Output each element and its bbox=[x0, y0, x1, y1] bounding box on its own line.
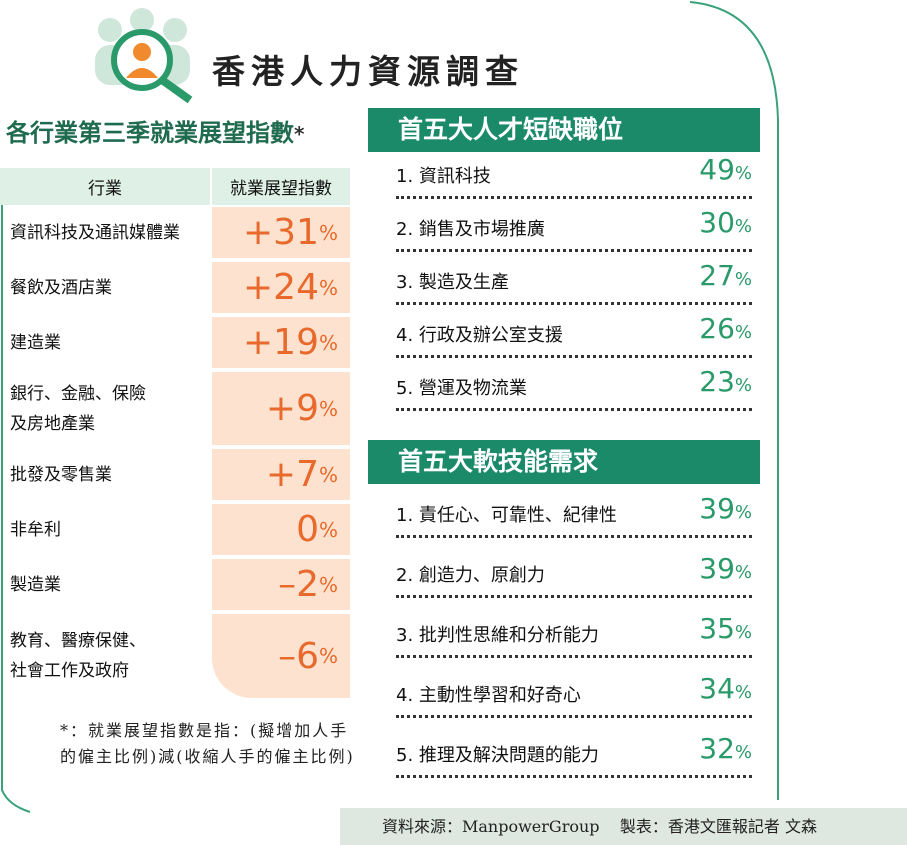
item-value: 32% bbox=[699, 735, 752, 767]
item-value: 39% bbox=[699, 555, 752, 587]
index-cell: –2% bbox=[212, 559, 350, 610]
industry: 餐飲及酒店業 bbox=[10, 277, 112, 298]
index-value: 0 bbox=[296, 509, 319, 550]
value-number: 35 bbox=[699, 612, 735, 645]
value-number: 39 bbox=[699, 492, 735, 525]
value-number: 23 bbox=[699, 365, 735, 398]
index-cell: +9% bbox=[212, 372, 350, 445]
value-number: 34 bbox=[699, 672, 735, 705]
index-cell: +19% bbox=[212, 317, 350, 368]
footnote: *：就業展望指數是指：(擬增加人手的僱主比例)減(收縮人手的僱主比例) bbox=[60, 721, 355, 766]
index-value: +19 bbox=[243, 322, 319, 363]
index-value: +31 bbox=[243, 212, 319, 253]
industry: 非牟利 bbox=[10, 519, 61, 540]
value-unit: % bbox=[734, 163, 752, 184]
list-item: 3. 批判性思維和分析能力 35% bbox=[396, 610, 752, 658]
index-unit: % bbox=[318, 572, 338, 597]
index-value: –6 bbox=[278, 635, 319, 677]
index-value: +9 bbox=[265, 388, 319, 429]
value-number: 26 bbox=[699, 312, 735, 345]
column-header: 就業展望指數 bbox=[212, 168, 350, 205]
value-unit: % bbox=[734, 216, 752, 237]
item-value: 49% bbox=[699, 156, 752, 188]
value-number: 49 bbox=[699, 153, 735, 186]
item-label: 2. 創造力、原創力 bbox=[396, 565, 545, 586]
value-unit: % bbox=[734, 322, 752, 343]
item-label: 4. 行政及辦公室支援 bbox=[396, 325, 563, 346]
item-value: 27% bbox=[699, 262, 752, 294]
value-unit: % bbox=[734, 269, 752, 290]
item-label: 1. 資訊科技 bbox=[396, 166, 491, 187]
index-unit: % bbox=[318, 220, 338, 245]
title: 香港人力資源調查 bbox=[212, 52, 524, 91]
list-item: 5. 推理及解決問題的能力 32% bbox=[396, 730, 752, 778]
industry: 教育、醫療保健、 社會工作及政府 bbox=[10, 631, 146, 681]
list-item: 4. 主動性學習和好奇心 34% bbox=[396, 670, 752, 718]
list-item: 3. 製造及生產 27% bbox=[396, 262, 752, 305]
item-label: 3. 製造及生產 bbox=[396, 272, 509, 293]
index-unit: % bbox=[318, 644, 338, 668]
industry: 製造業 bbox=[10, 574, 61, 595]
index-cell: +24% bbox=[212, 262, 350, 313]
section-title: 各行業第三季就業展望指數* bbox=[6, 113, 304, 148]
index-unit: % bbox=[318, 330, 338, 355]
credit: 製表：香港文匯報記者 文森 bbox=[619, 817, 817, 836]
industry: 建造業 bbox=[10, 332, 61, 353]
index-unit: % bbox=[318, 517, 338, 542]
industry: 批發及零售業 bbox=[10, 464, 112, 485]
industry: 銀行、金融、保險 及房地產業 bbox=[10, 383, 146, 434]
index-cell: 0% bbox=[212, 504, 350, 555]
item-value: 30% bbox=[699, 209, 752, 241]
value-unit: % bbox=[734, 375, 752, 396]
list-item: 1. 資訊科技 49% bbox=[396, 156, 752, 199]
footer: 資料來源：ManpowerGroup 製表：香港文匯報記者 文森 bbox=[340, 808, 907, 845]
section-band: 首五大軟技能需求 bbox=[368, 440, 760, 484]
item-label: 3. 批判性思維和分析能力 bbox=[396, 625, 599, 646]
value-unit: % bbox=[734, 682, 752, 703]
item-value: 23% bbox=[699, 368, 752, 400]
index-value: +24 bbox=[243, 267, 319, 308]
index-cell: +7% bbox=[212, 449, 350, 500]
item-value: 39% bbox=[699, 495, 752, 527]
value-number: 32 bbox=[699, 732, 735, 765]
index-value: –2 bbox=[278, 564, 319, 605]
index-value: +7 bbox=[265, 454, 319, 495]
item-label: 2. 銷售及市場推廣 bbox=[396, 219, 545, 240]
list-item: 2. 銷售及市場推廣 30% bbox=[396, 209, 752, 252]
source: 資料來源：ManpowerGroup bbox=[382, 817, 600, 836]
list-item: 1. 責任心、可靠性、紀律性 39% bbox=[396, 490, 752, 538]
item-value: 35% bbox=[699, 615, 752, 647]
index-cell: +31% bbox=[212, 207, 350, 258]
index-unit: % bbox=[318, 396, 338, 421]
value-unit: % bbox=[734, 562, 752, 583]
list-item: 5. 營運及物流業 23% bbox=[396, 368, 752, 411]
value-number: 27 bbox=[699, 259, 735, 292]
item-label: 1. 責任心、可靠性、紀律性 bbox=[396, 505, 617, 526]
list-item: 2. 創造力、原創力 39% bbox=[396, 550, 752, 598]
value-number: 30 bbox=[699, 206, 735, 239]
column-header: 行業 bbox=[0, 168, 210, 205]
industry: 資訊科技及通訊媒體業 bbox=[10, 222, 180, 243]
item-value: 34% bbox=[699, 675, 752, 707]
item-value: 26% bbox=[699, 315, 752, 347]
index-unit: % bbox=[318, 462, 338, 487]
title-mark: * bbox=[294, 122, 305, 146]
list-item: 4. 行政及辦公室支援 26% bbox=[396, 315, 752, 358]
index-unit: % bbox=[318, 275, 338, 300]
value-number: 39 bbox=[699, 552, 735, 585]
section-title-text: 各行業第三季就業展望指數 bbox=[6, 119, 294, 147]
value-unit: % bbox=[734, 502, 752, 523]
index-cell: –6% bbox=[212, 614, 350, 698]
section-band: 首五大人才短缺職位 bbox=[368, 108, 760, 152]
item-label: 5. 營運及物流業 bbox=[396, 378, 527, 399]
item-label: 4. 主動性學習和好奇心 bbox=[396, 685, 581, 706]
item-label: 5. 推理及解決問題的能力 bbox=[396, 745, 599, 766]
value-unit: % bbox=[734, 622, 752, 643]
value-unit: % bbox=[734, 742, 752, 763]
